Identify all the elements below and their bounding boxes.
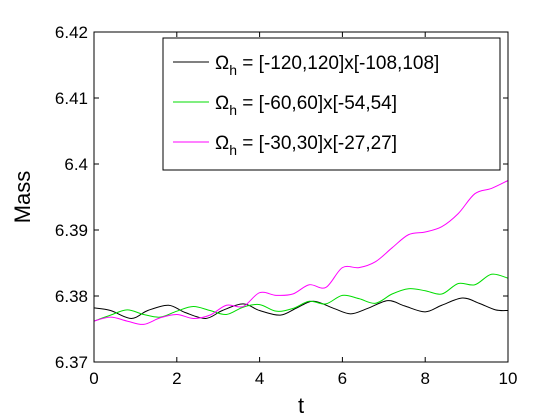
legend-box [162, 37, 501, 171]
x-tick-label: 6 [338, 369, 347, 388]
plot-frame [93, 31, 509, 363]
x-tick-label: 2 [172, 369, 181, 388]
series-lines [93, 180, 509, 325]
x-tick-label: 4 [255, 369, 264, 388]
y-tick-label: 6.41 [55, 89, 88, 108]
legend-entry-label: Ωh = [-30,30]x[-27,27] [215, 133, 397, 158]
y-tick-label: 6.42 [55, 23, 88, 42]
series-line-2 [93, 180, 509, 325]
series-line-0 [93, 297, 509, 319]
x-tick-label: 10 [499, 369, 518, 388]
y-axis: 6.37 6.38 6.39 6.4 6.41 6.42 [55, 23, 508, 372]
legend-entry-label: Ωh = [-60,60]x[-54,54] [215, 93, 397, 118]
legend-entry-label: Ωh = [-120,120]x[-108,108] [215, 53, 439, 78]
y-tick-label: 6.39 [55, 221, 88, 240]
series-line-1 [93, 273, 509, 322]
x-tick-label: 0 [89, 369, 98, 388]
legend: Ωh = [-120,120]x[-108,108] Ωh = [-60,60]x… [162, 37, 501, 171]
y-axis-label: Mass [10, 171, 35, 224]
y-tick-label: 6.4 [64, 155, 88, 174]
x-axis-label: t [298, 393, 304, 418]
y-tick-label: 6.37 [55, 353, 88, 372]
x-tick-label: 8 [420, 369, 429, 388]
y-tick-label: 6.38 [55, 287, 88, 306]
x-axis: 0 2 4 6 8 10 [89, 32, 517, 388]
